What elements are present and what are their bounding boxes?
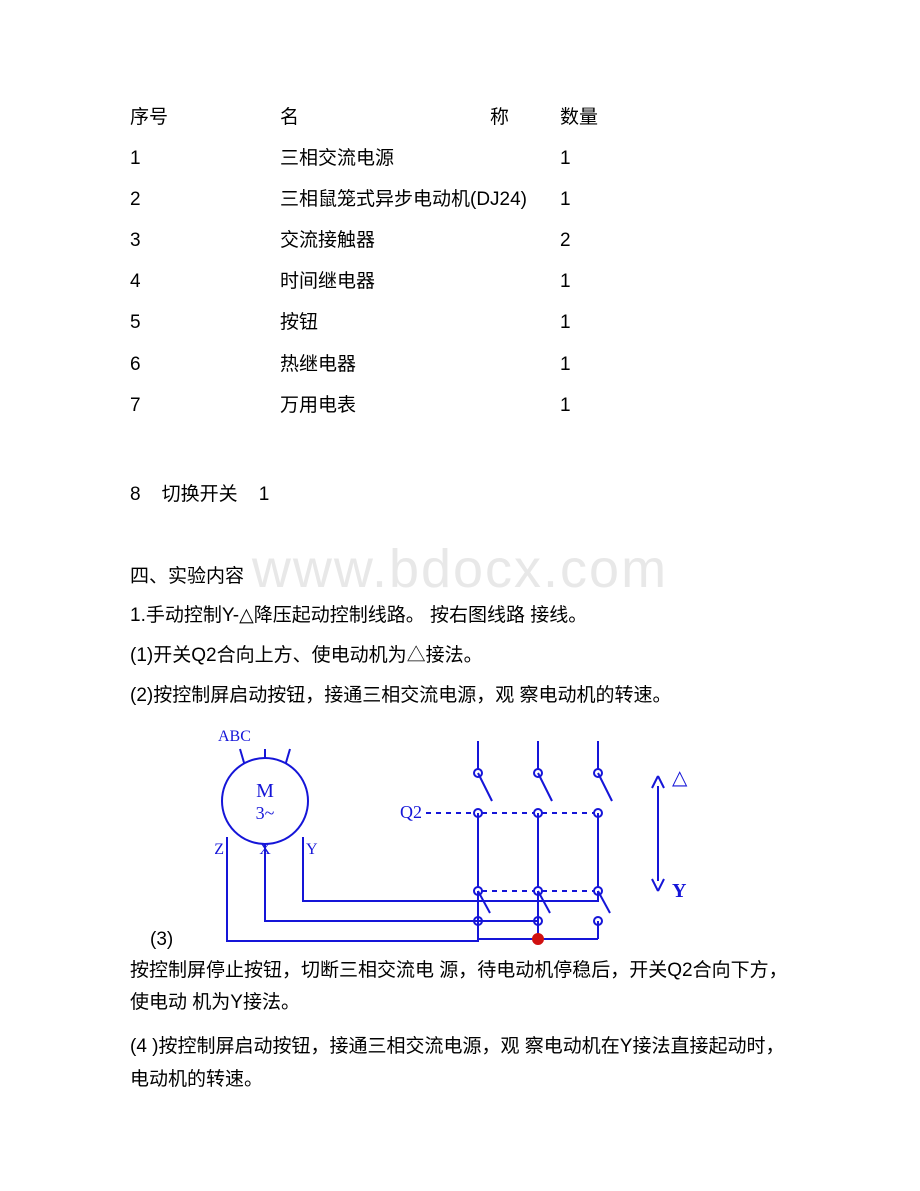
svg-text:Y: Y xyxy=(306,841,318,858)
svg-text:△: △ xyxy=(672,767,688,789)
svg-text:Z: Z xyxy=(214,841,224,858)
para-2: (1)开关Q2合向上方、使电动机为△接法。 xyxy=(130,640,790,672)
cell-qty: 2 xyxy=(560,223,660,259)
cell-seq: 5 xyxy=(130,305,280,341)
document-content: 序号 名 称 数量 1 三相交流电源 1 2 三相鼠笼式异步电动机(DJ24) … xyxy=(130,100,790,1096)
section-title: 四、实验内容 xyxy=(130,561,790,588)
extra-row: 8 切换开关 1 xyxy=(130,479,790,506)
para-4: 按控制屏停止按钮，切断三相交流电 源，待电动机停稳后，开关Q2合向下方，使电动 … xyxy=(130,955,790,1020)
svg-text:X: X xyxy=(259,841,271,858)
table-row: 3 交流接触器 2 xyxy=(130,223,790,259)
table-header-row: 序号 名 称 数量 xyxy=(130,100,790,136)
cell-name: 热继电器 xyxy=(280,347,560,383)
para-1: 1.手动控制Y-△降压起动控制线路。 按右图线路 接线。 xyxy=(130,600,790,632)
svg-text:M: M xyxy=(256,780,274,802)
table-row: 6 热继电器 1 xyxy=(130,347,790,383)
cell-qty: 1 xyxy=(560,305,660,341)
cell-qty: 1 xyxy=(560,388,660,424)
cell-seq: 2 xyxy=(130,182,280,218)
table-row: 5 按钮 1 xyxy=(130,305,790,341)
svg-text:Y: Y xyxy=(672,880,687,902)
cell-seq: 7 xyxy=(130,388,280,424)
para-5: (4 )按控制屏启动按钮，接通三相交流电源，观 察电动机在Y接法直接起动时，电动… xyxy=(130,1031,790,1096)
table-row: 1 三相交流电源 1 xyxy=(130,141,790,177)
header-qty: 数量 xyxy=(560,100,660,136)
svg-text:ABC: ABC xyxy=(218,728,251,745)
cell-name: 按钮 xyxy=(280,305,560,341)
cell-seq: 3 xyxy=(130,223,280,259)
table-row: 7 万用电表 1 xyxy=(130,388,790,424)
equipment-table: 序号 名 称 数量 1 三相交流电源 1 2 三相鼠笼式异步电动机(DJ24) … xyxy=(130,100,790,424)
cell-name: 时间继电器 xyxy=(280,264,560,300)
cell-seq: 1 xyxy=(130,141,280,177)
para-3-number: (3) xyxy=(150,929,173,951)
cell-name: 三相交流电源 xyxy=(280,141,560,177)
cell-qty: 1 xyxy=(560,141,660,177)
cell-name: 交流接触器 xyxy=(280,223,560,259)
cell-name: 万用电表 xyxy=(280,388,560,424)
table-row: 2 三相鼠笼式异步电动机(DJ24) 1 xyxy=(130,182,790,218)
circuit-diagram-wrap: (3) ABC M3~ Z X Y Q2 △ Y xyxy=(150,721,790,951)
header-name-right: 称 xyxy=(490,100,509,136)
cell-name: 三相鼠笼式异步电动机(DJ24) xyxy=(280,182,560,218)
circuit-diagram: ABC M3~ Z X Y Q2 △ Y xyxy=(178,721,718,951)
cell-qty: 1 xyxy=(560,347,660,383)
header-name-left: 名 xyxy=(280,107,299,128)
cell-seq: 6 xyxy=(130,347,280,383)
table-row: 4 时间继电器 1 xyxy=(130,264,790,300)
svg-text:Q2: Q2 xyxy=(400,802,422,822)
cell-seq: 4 xyxy=(130,264,280,300)
header-name: 名 称 xyxy=(280,100,560,136)
cell-qty: 1 xyxy=(560,264,660,300)
para-3: (2)按控制屏启动按钮，接通三相交流电源，观 察电动机的转速。 xyxy=(130,680,790,712)
header-seq: 序号 xyxy=(130,100,280,136)
cell-qty: 1 xyxy=(560,182,660,218)
svg-text:3~: 3~ xyxy=(255,803,274,823)
